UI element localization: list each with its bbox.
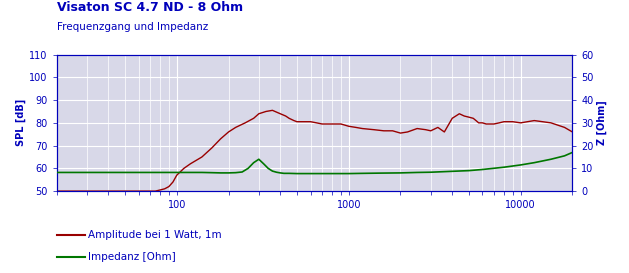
Text: Impedanz [Ohm]: Impedanz [Ohm] <box>88 252 176 262</box>
Text: Visaton SC 4.7 ND - 8 Ohm: Visaton SC 4.7 ND - 8 Ohm <box>57 1 243 14</box>
Text: Amplitude bei 1 Watt, 1m: Amplitude bei 1 Watt, 1m <box>88 230 221 240</box>
Y-axis label: SPL [dB]: SPL [dB] <box>16 99 26 147</box>
Text: Frequenzgang und Impedanz: Frequenzgang und Impedanz <box>57 22 208 32</box>
Y-axis label: Z [Ohm]: Z [Ohm] <box>596 100 607 145</box>
